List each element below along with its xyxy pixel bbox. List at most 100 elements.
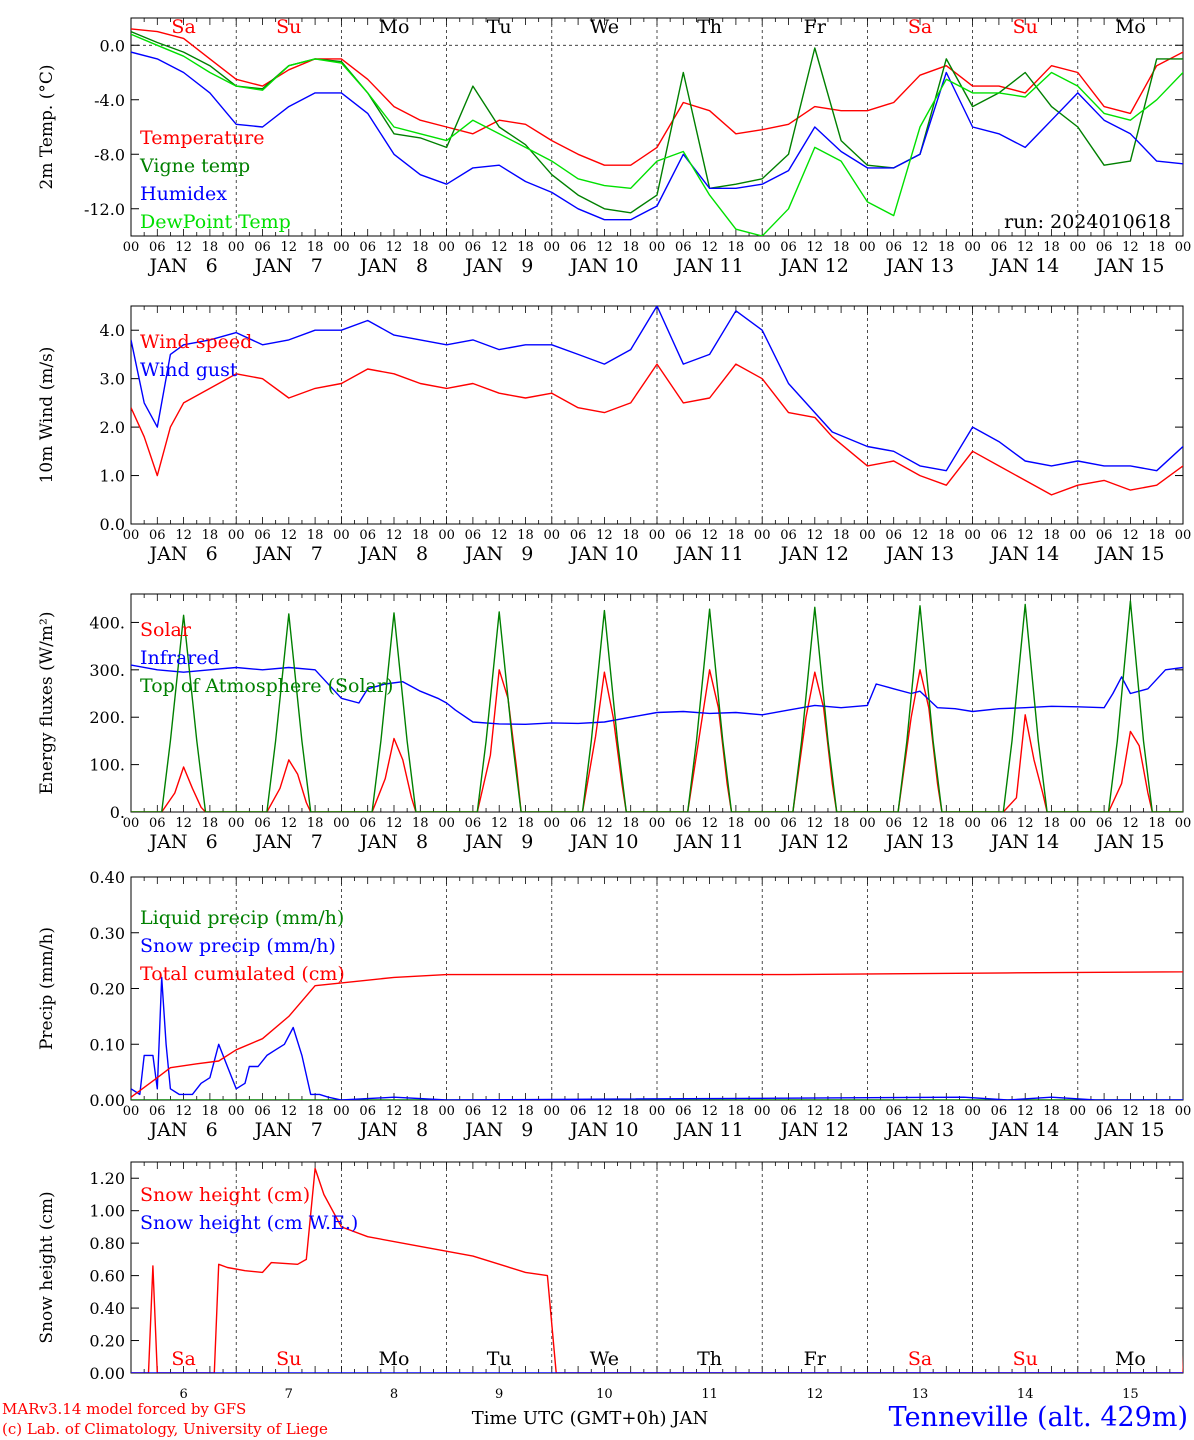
hour-tick-label: 18 <box>728 1104 745 1119</box>
weekday-label: Su <box>276 1348 301 1370</box>
weekday-label: Th <box>697 1348 722 1370</box>
legend-entry: Wind gust <box>140 359 238 381</box>
hour-tick-label: 00 <box>438 1104 455 1119</box>
date-label: JAN 6 <box>148 831 218 853</box>
date-label: JAN 7 <box>253 1119 323 1141</box>
hour-tick-label: 00 <box>754 240 771 255</box>
hour-tick-label: 18 <box>1043 816 1060 831</box>
day-number-label: 8 <box>390 1387 398 1402</box>
hour-tick-label: 18 <box>412 240 429 255</box>
y-tick-label: 1.00 <box>89 1202 125 1221</box>
hour-tick-label: 18 <box>833 240 850 255</box>
hour-tick-label: 12 <box>491 240 508 255</box>
legend-entry: Infrared <box>140 647 220 669</box>
hour-tick-label: 06 <box>465 816 482 831</box>
date-label: JAN 14 <box>989 255 1059 277</box>
hour-tick-label: 12 <box>281 1104 298 1119</box>
hour-tick-label: 18 <box>833 1104 850 1119</box>
series-line-solar <box>131 669 1183 812</box>
y-tick-label: 300. <box>89 661 125 680</box>
hour-tick-label: 00 <box>859 1104 876 1119</box>
hour-tick-label: 18 <box>202 240 219 255</box>
hour-tick-label: 00 <box>649 816 666 831</box>
date-label: JAN 15 <box>1094 543 1164 565</box>
hour-tick-label: 12 <box>281 528 298 543</box>
legend-entry: Total cumulated (cm) <box>140 963 345 985</box>
y-tick-label: 0. <box>110 803 125 822</box>
weekday-label: Sa <box>171 1348 195 1370</box>
hour-tick-label: 18 <box>833 528 850 543</box>
hour-tick-label: 00 <box>333 240 350 255</box>
y-tick-label: 4.0 <box>100 321 125 340</box>
panel-temp: 0.0-4.0-8.0-12.02m Temp. (°C)00 06 12 18JAN… <box>37 16 1192 277</box>
hour-tick-label: 00 <box>964 816 981 831</box>
hour-tick-label: 18 <box>1148 240 1165 255</box>
hour-tick-label: 00 <box>333 528 350 543</box>
hour-tick-label: 06 <box>1096 240 1113 255</box>
hour-tick-label: 18 <box>412 816 429 831</box>
y-tick-label: 0.20 <box>89 1332 125 1351</box>
hour-tick-label: 12 <box>701 240 718 255</box>
y-tick-label: 0.60 <box>89 1267 125 1286</box>
hour-tick-label: 18 <box>517 1104 534 1119</box>
hour-tick-label: 00 <box>1070 528 1087 543</box>
series-group <box>131 28 1183 236</box>
hour-tick-label: 00 <box>1175 816 1192 831</box>
hour-tick-label: 00 <box>859 816 876 831</box>
hour-tick-label: 06 <box>254 1104 271 1119</box>
hour-tick-label: 00 <box>1175 240 1192 255</box>
hour-tick-label: 12 <box>807 816 824 831</box>
date-label: JAN 12 <box>779 543 849 565</box>
date-label: JAN 15 <box>1094 1119 1164 1141</box>
hour-tick-label: 12 <box>1017 528 1034 543</box>
hour-tick-label: 06 <box>465 528 482 543</box>
hour-tick-label: 18 <box>622 1104 639 1119</box>
series-line-wind-speed <box>131 363 1183 496</box>
hour-tick-label: 12 <box>386 528 403 543</box>
date-label: JAN 15 <box>1094 255 1164 277</box>
weekday-label: Tu <box>487 1348 512 1370</box>
date-label: JAN 7 <box>253 831 323 853</box>
series-line-dewpoint-temp <box>131 33 1183 236</box>
lab-credit: (c) Lab. of Climatology, University of L… <box>2 1420 328 1438</box>
y-tick-label: 0.00 <box>89 1091 125 1110</box>
hour-tick-label: 18 <box>202 528 219 543</box>
series-line-infrared <box>131 664 1183 725</box>
hour-tick-label: 00 <box>1070 1104 1087 1119</box>
legend-entry: Solar <box>140 619 192 641</box>
y-tick-label: 0.30 <box>89 924 125 943</box>
hour-tick-label: 18 <box>202 1104 219 1119</box>
hour-tick-label: 06 <box>885 1104 902 1119</box>
hour-tick-label: 18 <box>938 240 955 255</box>
hour-tick-label: 18 <box>202 816 219 831</box>
hour-tick-label: 18 <box>728 240 745 255</box>
weekday-label: Su <box>1013 16 1038 38</box>
hour-tick-label: 18 <box>622 528 639 543</box>
y-tick-label: 0.10 <box>89 1035 125 1054</box>
date-label: JAN 13 <box>884 1119 954 1141</box>
hour-tick-label: 06 <box>149 1104 166 1119</box>
hour-tick-label: 00 <box>438 528 455 543</box>
weekday-label: Mo <box>379 16 410 38</box>
hour-tick-label: 18 <box>728 528 745 543</box>
date-label: JAN 15 <box>1094 831 1164 853</box>
y-tick-label: 100. <box>89 756 125 775</box>
day-number-label: 14 <box>1017 1387 1034 1402</box>
legend-entry: Temperature <box>140 127 264 149</box>
hour-tick-label: 00 <box>1175 1104 1192 1119</box>
y-tick-label: 3.0 <box>100 370 125 389</box>
series-line-temperature <box>131 28 1183 166</box>
panel-precip: 0.00 0.10 0.20 0.30 0.40 Precip (mm/h) 00 06 12 1… <box>37 868 1192 1141</box>
hour-tick-label: 12 <box>386 1104 403 1119</box>
weekday-label: Sa <box>171 16 195 38</box>
y-axis-label: Snow height (cm) <box>37 1191 57 1343</box>
x-axis-title: Time UTC (GMT+0h) JAN <box>472 1408 709 1429</box>
hour-tick-label: 00 <box>649 528 666 543</box>
hour-tick-label: 00 <box>544 1104 561 1119</box>
hour-tick-label: 12 <box>1017 1104 1034 1119</box>
hour-tick-label: 12 <box>175 816 192 831</box>
date-label: JAN 10 <box>568 831 638 853</box>
date-label: JAN 11 <box>674 255 744 277</box>
hour-tick-label: 06 <box>359 816 376 831</box>
date-label: JAN 7 <box>253 543 323 565</box>
